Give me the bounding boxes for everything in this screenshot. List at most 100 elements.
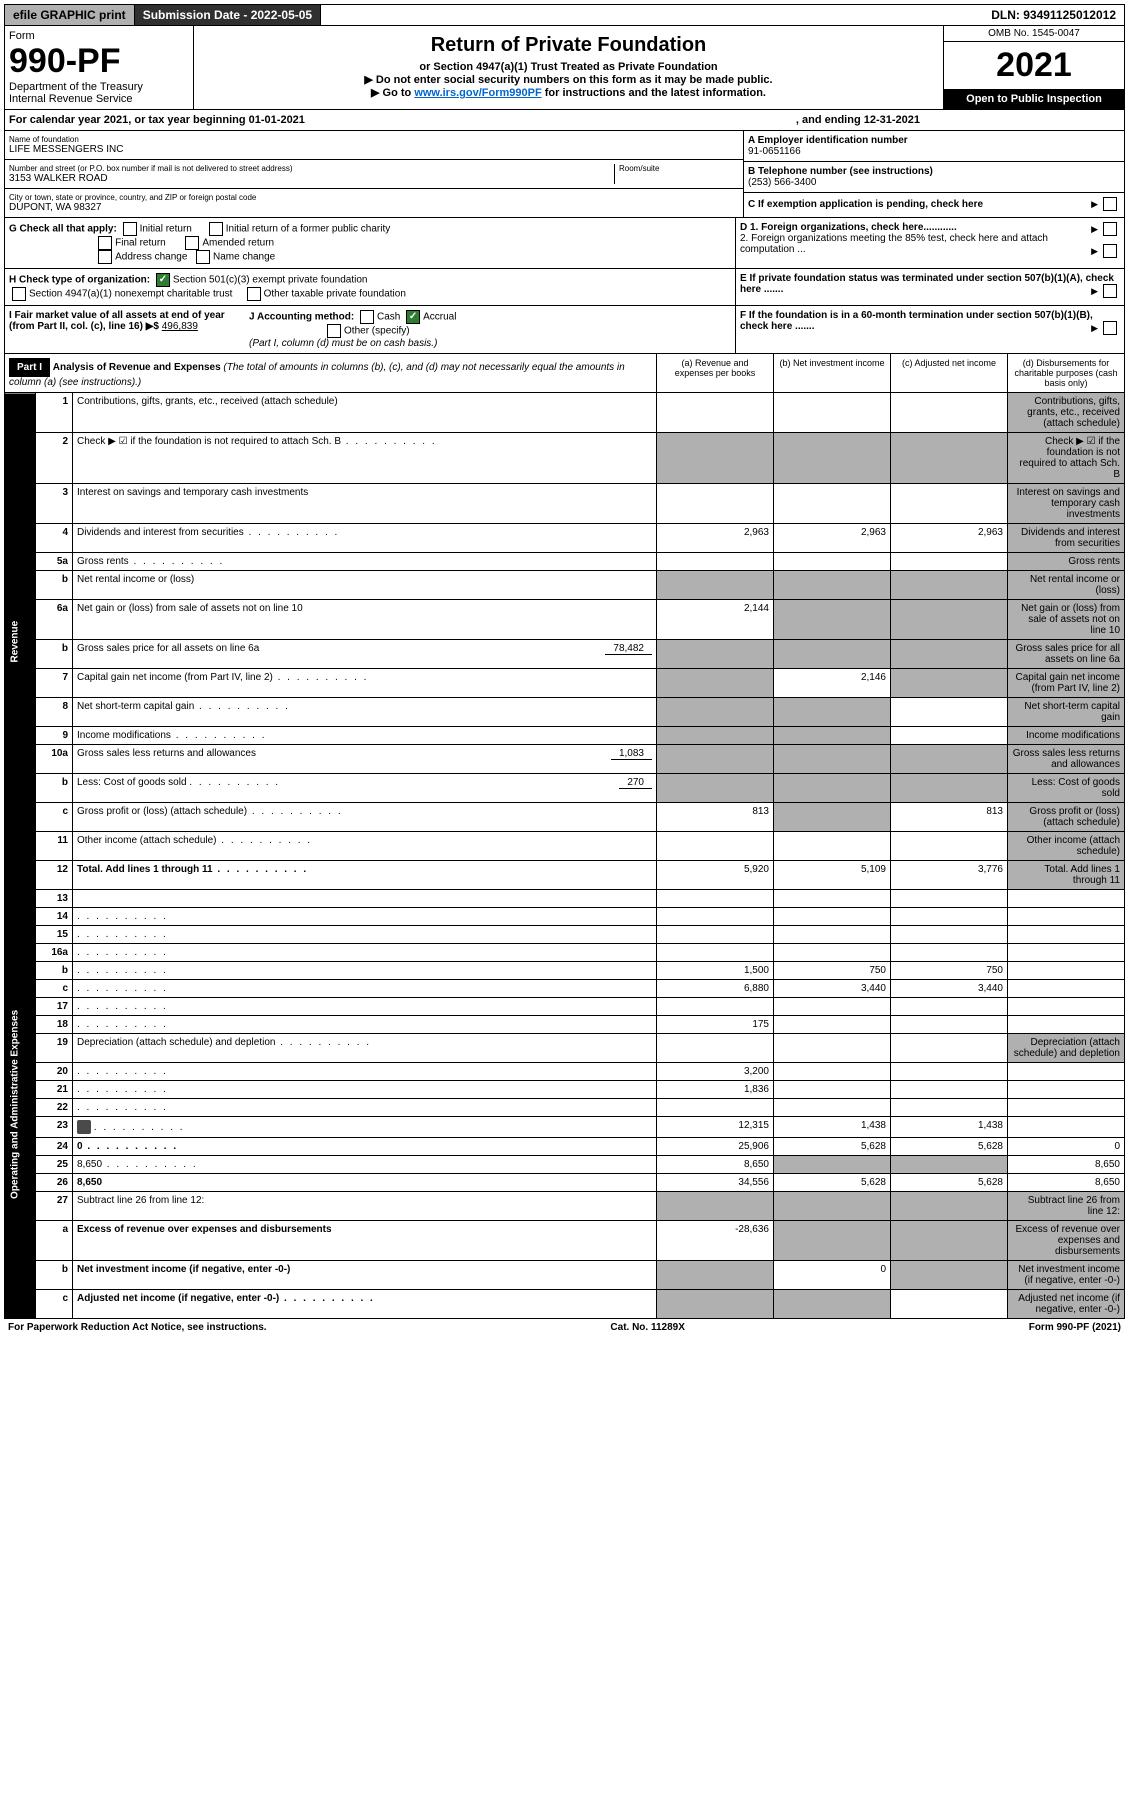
d2-checkbox[interactable]	[1103, 244, 1117, 258]
line-number: 10a	[36, 745, 73, 774]
cell-c	[891, 1261, 1008, 1290]
exemption-checkbox[interactable]	[1103, 197, 1117, 211]
d1-checkbox[interactable]	[1103, 222, 1117, 236]
cell-c	[891, 890, 1008, 908]
cell-d: Depreciation (attach schedule) and deple…	[1008, 1034, 1125, 1063]
cell-d: Interest on savings and temporary cash i…	[1008, 484, 1125, 524]
line-description	[73, 908, 657, 926]
open-public-label: Open to Public Inspection	[944, 89, 1124, 109]
cell-b	[774, 998, 891, 1016]
cell-c: 750	[891, 962, 1008, 980]
line-number: 8	[36, 698, 73, 727]
cell-b	[774, 1081, 891, 1099]
cell-a	[657, 832, 774, 861]
cash-checkbox[interactable]	[360, 310, 374, 324]
top-bar: efile GRAPHIC print Submission Date - 20…	[4, 4, 1125, 26]
line-description	[73, 944, 657, 962]
table-row: 9Income modificationsIncome modification…	[5, 727, 1125, 745]
line-number: 1	[36, 393, 73, 433]
501c3-checkbox[interactable]	[156, 273, 170, 287]
line-number: 4	[36, 524, 73, 553]
form-title: Return of Private Foundation	[198, 34, 939, 57]
former-charity-checkbox[interactable]	[209, 222, 223, 236]
address-change-checkbox[interactable]	[98, 250, 112, 264]
ein-label: A Employer identification number	[748, 135, 1120, 146]
table-row: 10aGross sales less returns and allowanc…	[5, 745, 1125, 774]
cell-a	[657, 433, 774, 484]
line-description: 0	[73, 1138, 657, 1156]
table-row: 22	[5, 1099, 1125, 1117]
cell-d: Total. Add lines 1 through 11	[1008, 861, 1125, 890]
i-value: 496,839	[162, 321, 198, 332]
submission-date: Submission Date - 2022-05-05	[135, 5, 321, 25]
cell-d: Net investment income (if negative, ente…	[1008, 1261, 1125, 1290]
cell-b	[774, 926, 891, 944]
cell-a	[657, 553, 774, 571]
section-ij-row: I Fair market value of all assets at end…	[4, 306, 1125, 354]
cell-d: 0	[1008, 1138, 1125, 1156]
city-label: City or town, state or province, country…	[9, 193, 739, 202]
attachment-icon[interactable]	[77, 1120, 91, 1134]
line-number: b	[36, 962, 73, 980]
line-description: Income modifications	[73, 727, 657, 745]
line-description	[73, 1016, 657, 1034]
dept-label: Department of the Treasury	[9, 81, 189, 93]
cell-c	[891, 926, 1008, 944]
cell-d	[1008, 1081, 1125, 1099]
cell-b	[774, 1192, 891, 1221]
cell-d: Excess of revenue over expenses and disb…	[1008, 1221, 1125, 1261]
cell-c	[891, 1290, 1008, 1319]
cell-a	[657, 944, 774, 962]
table-row: bNet rental income or (loss)Net rental i…	[5, 571, 1125, 600]
table-row: 258,6508,6508,650	[5, 1156, 1125, 1174]
other-taxable-checkbox[interactable]	[247, 287, 261, 301]
cell-d: Gross rents	[1008, 553, 1125, 571]
table-row: 2Check ▶ ☑ if the foundation is not requ…	[5, 433, 1125, 484]
cell-b	[774, 698, 891, 727]
cell-d: Subtract line 26 from line 12:	[1008, 1192, 1125, 1221]
f-checkbox[interactable]	[1103, 321, 1117, 335]
cell-b	[774, 640, 891, 669]
cell-b	[774, 1063, 891, 1081]
irs-link[interactable]: www.irs.gov/Form990PF	[414, 87, 541, 99]
accrual-checkbox[interactable]	[406, 310, 420, 324]
cell-a	[657, 1192, 774, 1221]
line-description	[73, 1099, 657, 1117]
line-number: b	[36, 571, 73, 600]
cell-a: 12,315	[657, 1117, 774, 1138]
cell-d: Net short-term capital gain	[1008, 698, 1125, 727]
final-return-checkbox[interactable]	[98, 236, 112, 250]
cell-d	[1008, 944, 1125, 962]
initial-return-checkbox[interactable]	[123, 222, 137, 236]
amended-return-checkbox[interactable]	[185, 236, 199, 250]
cell-b	[774, 484, 891, 524]
cell-b	[774, 1290, 891, 1319]
cell-a	[657, 1034, 774, 1063]
line-number: 11	[36, 832, 73, 861]
identification-block: Name of foundation LIFE MESSENGERS INC N…	[4, 131, 1125, 218]
line-number: 7	[36, 669, 73, 698]
other-method-checkbox[interactable]	[327, 324, 341, 338]
line-description: Net investment income (if negative, ente…	[73, 1261, 657, 1290]
page-footer: For Paperwork Reduction Act Notice, see …	[4, 1319, 1125, 1336]
cell-d: Contributions, gifts, grants, etc., rece…	[1008, 393, 1125, 433]
name-change-checkbox[interactable]	[196, 250, 210, 264]
efile-button[interactable]: efile GRAPHIC print	[5, 5, 135, 25]
section-h-row: H Check type of organization: Section 50…	[4, 269, 1125, 306]
e-checkbox[interactable]	[1103, 284, 1117, 298]
line-number: 15	[36, 926, 73, 944]
cell-a	[657, 640, 774, 669]
cell-c	[891, 553, 1008, 571]
part-1-title: Analysis of Revenue and Expenses	[53, 362, 221, 373]
cell-d: Net gain or (loss) from sale of assets n…	[1008, 600, 1125, 640]
table-row: 11Other income (attach schedule)Other in…	[5, 832, 1125, 861]
table-row: 17	[5, 998, 1125, 1016]
cell-d: Gross profit or (loss) (attach schedule)	[1008, 803, 1125, 832]
form-word: Form	[9, 30, 189, 42]
cell-d: 8,650	[1008, 1156, 1125, 1174]
4947-checkbox[interactable]	[12, 287, 26, 301]
cell-c	[891, 1063, 1008, 1081]
line-number: 13	[36, 890, 73, 908]
line-description: Net gain or (loss) from sale of assets n…	[73, 600, 657, 640]
line-number: 16a	[36, 944, 73, 962]
